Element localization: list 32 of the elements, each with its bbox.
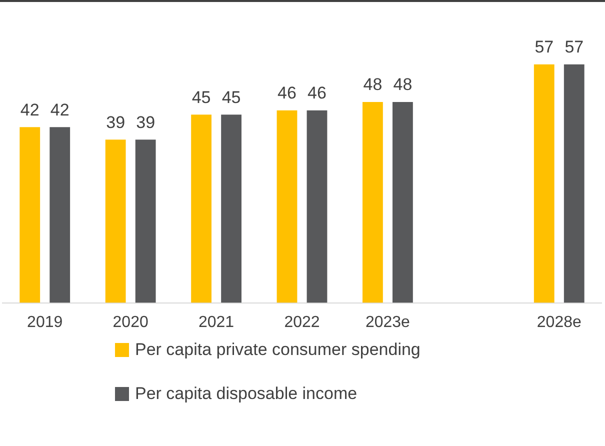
bar: [135, 140, 156, 303]
bar: [20, 127, 40, 303]
data-label: 48: [393, 75, 412, 94]
bar: [221, 114, 242, 303]
bar: [191, 114, 212, 303]
data-label: 57: [564, 38, 584, 57]
bar: [105, 140, 126, 303]
bar: [564, 64, 584, 303]
x-tick-label: 2020: [112, 314, 148, 331]
data-label: 39: [136, 112, 156, 132]
x-tick-label: 2023e: [365, 314, 410, 331]
x-tick-label: 2019: [27, 314, 63, 331]
x-tick-label: 2022: [284, 314, 320, 331]
data-label: 57: [534, 38, 554, 57]
bar: [362, 102, 383, 303]
data-label: 45: [222, 88, 241, 107]
bar: [306, 110, 328, 303]
legend-label: Per capita private consumer spending: [135, 340, 420, 360]
x-tick-label: 2028e: [536, 314, 582, 331]
legend-label: Per capita disposable income: [135, 384, 358, 404]
bar: [392, 102, 413, 303]
data-label: 42: [20, 100, 40, 120]
data-label: 48: [363, 75, 382, 94]
data-label: 39: [106, 112, 126, 132]
data-label: 45: [192, 88, 211, 107]
x-tick-label: 2021: [198, 314, 234, 331]
data-label: 42: [50, 100, 70, 120]
data-label: 46: [308, 84, 326, 103]
bar: [534, 64, 554, 303]
data-label: 46: [278, 84, 296, 103]
bar: [50, 127, 70, 303]
bar: [276, 110, 298, 303]
